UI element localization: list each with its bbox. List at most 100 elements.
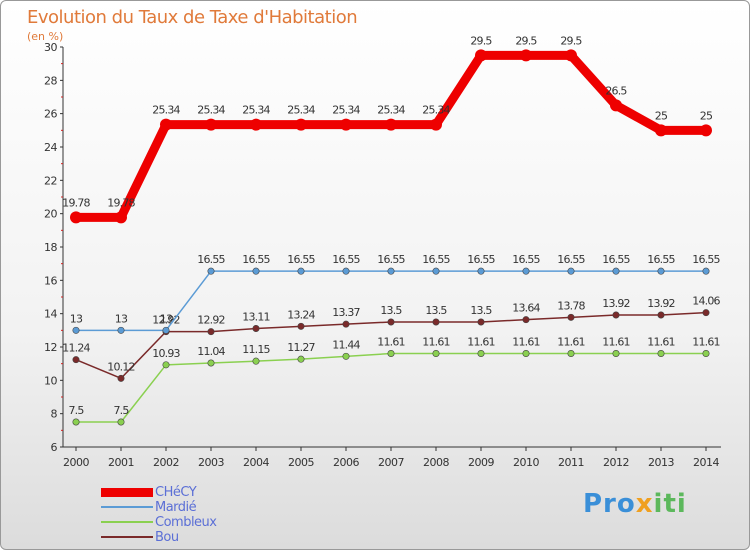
legend-label: Bou (155, 530, 179, 545)
x-tick-label: 2004 (243, 456, 269, 469)
proxiti-logo: Proxiti (583, 489, 687, 519)
data-point (207, 328, 215, 336)
logo-text-part-3: iti (653, 489, 687, 519)
data-label: 19.78 (62, 196, 90, 209)
data-point (387, 267, 395, 275)
y-tick-label: 18 (44, 241, 57, 254)
data-point (612, 311, 620, 319)
data-point (657, 267, 665, 275)
data-label: 13.5 (425, 304, 447, 317)
y-tick-label: 24 (44, 141, 57, 154)
data-label: 11.61 (557, 336, 585, 349)
data-label: 11.61 (512, 336, 540, 349)
data-point (250, 118, 262, 131)
data-point (702, 267, 710, 275)
x-tick-label: 2001 (108, 456, 134, 469)
data-label: 25.34 (242, 104, 270, 117)
data-point (702, 349, 710, 357)
data-label: 13.37 (332, 306, 360, 319)
data-label: 16.55 (602, 253, 630, 266)
x-tick-label: 2009 (468, 456, 494, 469)
data-label: 13.78 (557, 299, 585, 312)
logo-text-part-1: Pro (583, 489, 636, 519)
data-point (522, 267, 530, 275)
data-point (342, 352, 350, 360)
data-label: 14.06 (692, 295, 720, 308)
data-point (117, 418, 125, 426)
data-label: 11.61 (377, 336, 405, 349)
data-label: 16.55 (467, 253, 495, 266)
chart-title: Evolution du Taux de Taxe d'Habitation (27, 7, 358, 28)
data-label: 12.92 (197, 314, 225, 327)
data-point (432, 349, 440, 357)
data-point (567, 313, 575, 321)
data-point (117, 326, 125, 334)
data-label: 19.78 (107, 196, 135, 209)
data-label: 16.55 (287, 253, 315, 266)
data-label: 11.61 (422, 336, 450, 349)
data-label: 25.34 (332, 104, 360, 117)
y-tick-label: 20 (44, 208, 57, 221)
x-tick-label: 2005 (288, 456, 314, 469)
data-point (430, 118, 442, 131)
x-tick-label: 2003 (198, 456, 224, 469)
data-label: 10.93 (152, 347, 180, 360)
data-label: 25.34 (287, 104, 315, 117)
data-point (72, 326, 80, 334)
data-point (477, 349, 485, 357)
x-tick-label: 2012 (603, 456, 629, 469)
data-point (702, 309, 710, 317)
legend-swatch (101, 506, 153, 508)
data-label: 25 (700, 109, 713, 122)
data-point (160, 118, 172, 131)
data-label: 29.5 (470, 34, 492, 47)
data-label: 25.34 (152, 104, 180, 117)
data-point (297, 267, 305, 275)
data-point (70, 211, 82, 224)
data-point (252, 324, 260, 332)
data-point (117, 374, 125, 382)
data-point (387, 318, 395, 326)
data-label: 16.55 (692, 253, 720, 266)
x-tick-label: 2000 (63, 456, 89, 469)
data-point (387, 349, 395, 357)
data-label: 13.92 (647, 297, 675, 310)
data-point (565, 49, 577, 62)
x-tick-label: 2002 (153, 456, 179, 469)
legend-swatch (101, 521, 153, 523)
series-line-CHéCY (76, 50, 706, 222)
data-point (205, 118, 217, 131)
y-tick-label: 22 (44, 174, 57, 187)
data-point (340, 118, 352, 131)
data-label: 29.5 (560, 34, 582, 47)
data-point (612, 267, 620, 275)
data-point (72, 418, 80, 426)
data-point (612, 349, 620, 357)
data-label: 25.34 (197, 104, 225, 117)
data-label: 11.61 (692, 336, 720, 349)
data-label: 13.5 (470, 304, 492, 317)
legend-label: Mardié (155, 500, 197, 515)
data-point (567, 267, 575, 275)
data-point (72, 356, 80, 364)
data-label: 7.5 (68, 404, 84, 417)
x-tick-label: 2006 (333, 456, 359, 469)
data-point (432, 267, 440, 275)
y-tick-label: 28 (44, 74, 57, 87)
data-label: 11.27 (287, 341, 315, 354)
data-label: 13 (70, 312, 83, 325)
data-label: 11.61 (602, 336, 630, 349)
y-axis-unit: (en %) (27, 30, 64, 43)
data-point (207, 359, 215, 367)
data-point (252, 357, 260, 365)
data-point (522, 316, 530, 324)
data-label: 13 (115, 312, 128, 325)
data-point (115, 211, 127, 224)
data-label: 16.55 (377, 253, 405, 266)
data-label: 13.64 (512, 302, 540, 315)
data-label: 29.5 (515, 34, 537, 47)
data-point (207, 267, 215, 275)
y-tick-label: 26 (44, 108, 57, 121)
data-point (252, 267, 260, 275)
